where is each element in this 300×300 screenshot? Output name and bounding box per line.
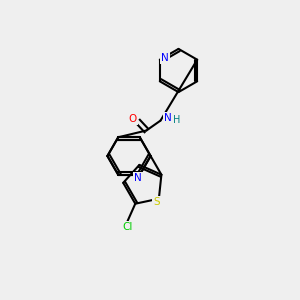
- Text: N: N: [164, 113, 172, 123]
- Text: H: H: [173, 115, 181, 125]
- Text: Cl: Cl: [122, 222, 133, 232]
- Text: N: N: [134, 173, 142, 183]
- Text: N: N: [161, 53, 169, 63]
- Text: S: S: [153, 197, 160, 207]
- Text: O: O: [128, 114, 137, 124]
